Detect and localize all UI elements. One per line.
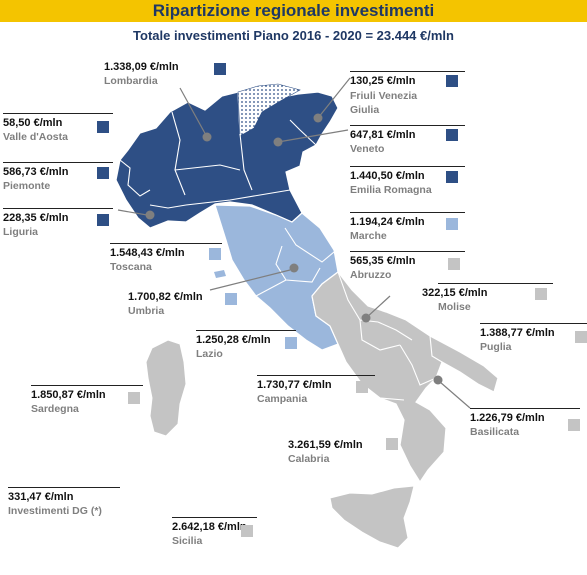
region-north — [115, 91, 339, 229]
value-puglia: 1.388,77 €/mln — [480, 327, 555, 339]
value-abruzzo: 565,35 €/mln — [350, 255, 416, 267]
name-piemonte: Piemonte — [3, 180, 51, 192]
legend-square-veneto — [446, 129, 458, 141]
legend-square-valle — [97, 121, 109, 133]
legend-square-abruzzo — [448, 258, 460, 270]
label-puglia: 1.388,77 €/mln Puglia — [480, 323, 587, 353]
name-molise: Molise — [438, 301, 471, 313]
label-campania: 1.730,77 €/mln Campania — [257, 375, 375, 405]
legend-square-basilicata — [568, 419, 580, 431]
region-sardegna — [145, 339, 187, 437]
value-lazio: 1.250,28 €/mln — [196, 334, 271, 346]
value-emilia: 1.440,50 €/mln — [350, 170, 425, 182]
name-valle: Valle d'Aosta — [3, 131, 68, 143]
label-toscana: 1.548,43 €/mln Toscana — [110, 243, 222, 273]
legend-square-campania — [356, 381, 368, 393]
label-sicilia: 2.642,18 €/mln Sicilia — [172, 517, 257, 547]
name-marche: Marche — [350, 230, 387, 242]
value-veneto: 647,81 €/mln — [350, 129, 416, 141]
legend-square-emilia — [446, 171, 458, 183]
island-elba — [214, 270, 226, 278]
value-piemonte: 586,73 €/mln — [3, 166, 69, 178]
name-calabria: Calabria — [288, 453, 330, 465]
label-sardegna: 1.850,87 €/mln Sardegna — [31, 385, 143, 415]
name-friuli: Friuli Venezia Giulia — [350, 90, 418, 116]
name-sicilia: Sicilia — [172, 535, 203, 547]
value-calabria: 3.261,59 €/mln — [288, 439, 363, 451]
label-lombardia: 1.338,09 €/mln Lombardia — [104, 58, 224, 87]
label-lazio: 1.250,28 €/mln Lazio — [196, 330, 296, 360]
north-borders — [119, 111, 317, 209]
label-molise: 322,15 €/mln Molise — [422, 283, 553, 313]
page-title: Ripartizione regionale investimenti — [152, 1, 435, 20]
name-lazio: Lazio — [196, 348, 223, 360]
page-subtitle: Totale investimenti Piano 2016 - 2020 = … — [133, 28, 454, 43]
legend-square-lombardia — [214, 63, 226, 75]
name-lombardia: Lombardia — [104, 75, 158, 87]
value-basilicata: 1.226,79 €/mln — [470, 412, 545, 424]
value-marche: 1.194,24 €/mln — [350, 216, 425, 228]
label-emilia: 1.440,50 €/mln Emilia Romagna — [350, 166, 465, 196]
label-friuli: 130,25 €/mln Friuli Venezia Giulia — [350, 71, 465, 117]
legend-square-piemonte — [97, 167, 109, 179]
label-liguria: 228,35 €/mln Liguria — [3, 208, 113, 238]
legend-square-sardegna — [128, 392, 140, 404]
legend-square-lazio — [285, 337, 297, 349]
legend-square-calabria — [386, 438, 398, 450]
name-dg: Investimenti DG (*) — [8, 505, 102, 517]
legend-square-friuli — [446, 75, 458, 87]
value-campania: 1.730,77 €/mln — [257, 379, 332, 391]
name-basilicata: Basilicata — [470, 426, 520, 438]
value-dg: 331,47 €/mln — [8, 491, 74, 503]
region-sicilia — [329, 485, 415, 549]
name-umbria: Umbria — [128, 305, 165, 317]
value-sicilia: 2.642,18 €/mln — [172, 521, 247, 533]
value-friuli: 130,25 €/mln — [350, 75, 416, 87]
name-sardegna: Sardegna — [31, 403, 79, 415]
name-toscana: Toscana — [110, 261, 152, 273]
region-centre — [214, 204, 339, 351]
label-piemonte: 586,73 €/mln Piemonte — [3, 162, 113, 192]
value-sardegna: 1.850,87 €/mln — [31, 389, 106, 401]
name-emilia: Emilia Romagna — [350, 184, 432, 196]
legend-square-sicilia — [241, 525, 253, 537]
value-umbria: 1.700,82 €/mln — [128, 291, 203, 303]
leader-dots — [145, 113, 443, 385]
legend-square-umbria — [225, 293, 237, 305]
title-bar: Ripartizione regionale investimenti — [0, 0, 587, 22]
label-valle: 58,50 €/mln Valle d'Aosta — [3, 113, 113, 143]
label-calabria: 3.261,59 €/mln Calabria — [288, 436, 398, 465]
label-marche: 1.194,24 €/mln Marche — [350, 212, 465, 242]
legend-square-puglia — [575, 331, 587, 343]
value-toscana: 1.548,43 €/mln — [110, 247, 185, 259]
region-trentino — [237, 83, 301, 137]
name-campania: Campania — [257, 393, 308, 405]
value-molise: 322,15 €/mln — [422, 287, 488, 299]
label-dg: 331,47 €/mln Investimenti DG (*) — [8, 487, 120, 517]
value-lombardia: 1.338,09 €/mln — [104, 61, 179, 73]
name-veneto: Veneto — [350, 143, 385, 155]
legend-square-toscana — [209, 248, 221, 260]
value-liguria: 228,35 €/mln — [3, 212, 69, 224]
legend-square-liguria — [97, 214, 109, 226]
name-puglia: Puglia — [480, 341, 512, 353]
name-abruzzo: Abruzzo — [350, 269, 392, 281]
centre-borders — [255, 227, 335, 297]
label-basilicata: 1.226,79 €/mln Basilicata — [470, 408, 580, 438]
legend-square-marche — [446, 218, 458, 230]
label-abruzzo: 565,35 €/mln Abruzzo — [350, 251, 465, 281]
name-liguria: Liguria — [3, 226, 39, 238]
legend-square-molise — [535, 288, 547, 300]
label-umbria: 1.700,82 €/mln Umbria — [128, 288, 240, 317]
region-south — [311, 271, 499, 484]
value-valle: 58,50 €/mln — [3, 117, 63, 129]
label-veneto: 647,81 €/mln Veneto — [350, 125, 465, 155]
leader-lines — [117, 77, 471, 409]
